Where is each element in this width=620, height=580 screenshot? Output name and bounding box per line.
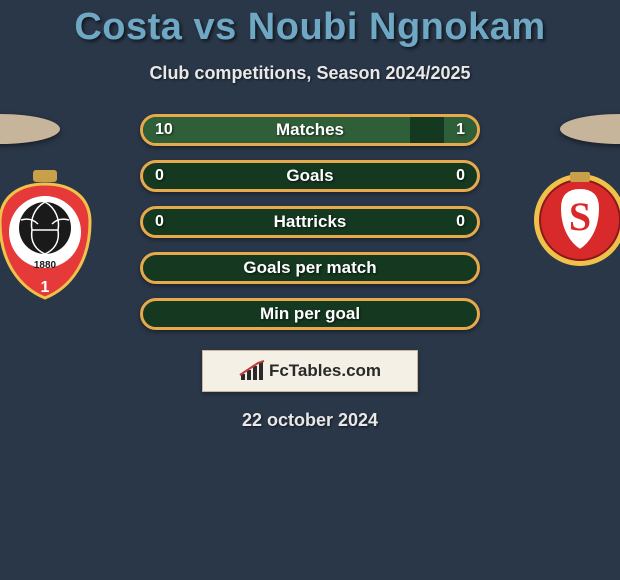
stat-label: Goals bbox=[286, 166, 333, 186]
svg-text:1880: 1880 bbox=[34, 260, 57, 271]
player-right-photo-placeholder bbox=[560, 114, 620, 144]
bar-chart-icon bbox=[239, 360, 265, 382]
stat-label: Goals per match bbox=[243, 258, 376, 278]
page-subtitle: Club competitions, Season 2024/2025 bbox=[0, 63, 620, 84]
stat-bar: Goals per match bbox=[140, 252, 480, 284]
svg-text:1: 1 bbox=[41, 279, 50, 296]
stat-value-left: 0 bbox=[155, 213, 164, 231]
comparison-widget: Costa vs Noubi Ngnokam Club competitions… bbox=[0, 0, 620, 431]
stat-value-right: 0 bbox=[456, 167, 465, 185]
stat-bar: 10 1 Matches bbox=[140, 114, 480, 146]
content-row: 1880 1 10 1 Matches 0 0 Goals 0 0 Hattricks Goals… bbox=[0, 114, 620, 330]
stat-value-left: 10 bbox=[155, 121, 173, 139]
page-title: Costa vs Noubi Ngnokam bbox=[0, 6, 620, 49]
stat-value-right: 0 bbox=[456, 213, 465, 231]
stat-bar: 0 0 Hattricks bbox=[140, 206, 480, 238]
snapshot-date: 22 october 2024 bbox=[0, 410, 620, 431]
stats-bars: 10 1 Matches 0 0 Goals 0 0 Hattricks Goals per ma… bbox=[140, 114, 480, 330]
brand-name: FcTables.com bbox=[269, 361, 381, 381]
standard-crest-icon: S bbox=[530, 170, 620, 270]
stat-label: Min per goal bbox=[260, 304, 360, 324]
stat-value-left: 0 bbox=[155, 167, 164, 185]
player-left-photo-placeholder bbox=[0, 114, 60, 144]
team-right-badge: S bbox=[530, 170, 620, 275]
antwerp-crest-icon: 1880 1 bbox=[0, 170, 100, 300]
svg-text:S: S bbox=[569, 194, 591, 239]
stat-bar: 0 0 Goals bbox=[140, 160, 480, 192]
stat-value-right: 1 bbox=[456, 121, 465, 139]
player-right-column: S bbox=[500, 114, 620, 275]
stat-label: Hattricks bbox=[274, 212, 347, 232]
team-left-badge: 1880 1 bbox=[0, 170, 100, 305]
player-left-column: 1880 1 bbox=[0, 114, 120, 305]
brand-footer[interactable]: FcTables.com bbox=[202, 350, 418, 392]
stat-label: Matches bbox=[276, 120, 344, 140]
stat-bar: Min per goal bbox=[140, 298, 480, 330]
